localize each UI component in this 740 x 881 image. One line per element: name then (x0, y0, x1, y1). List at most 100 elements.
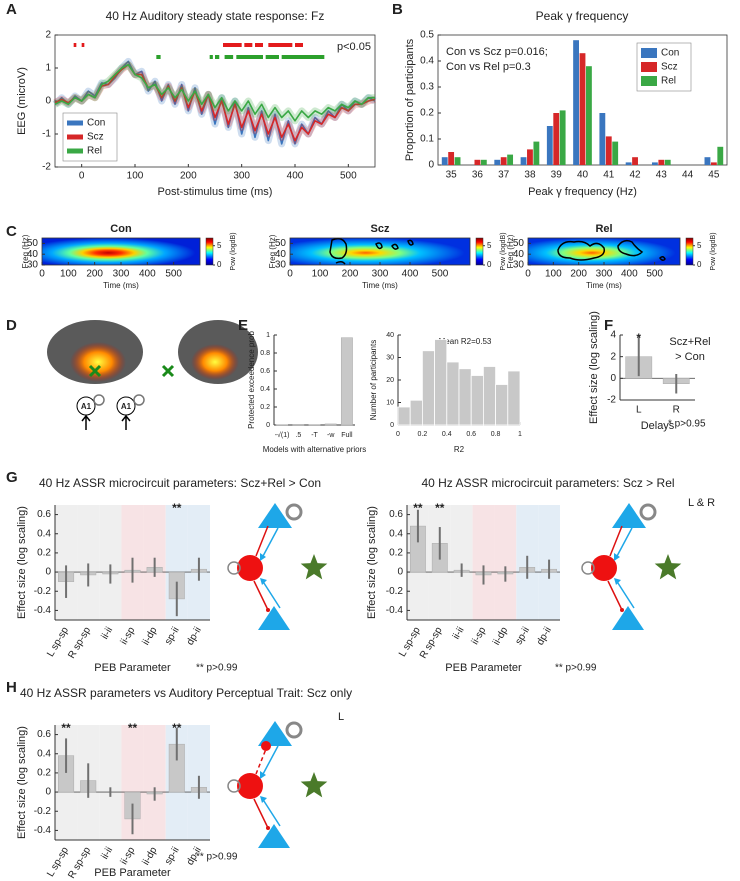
brain-panel: A1 A1 (47, 320, 258, 430)
chart-title: Peak γ frequency (536, 9, 629, 23)
y-tick-label: 0.4 (420, 56, 434, 67)
significance-bar (265, 55, 279, 59)
bar (474, 159, 481, 165)
x-axis-label: PEB Parameter (94, 867, 171, 879)
colorbar-tick-label: 5 (217, 241, 222, 250)
histogram-bar (482, 366, 496, 426)
y-tick-label: 0.6 (37, 729, 51, 740)
connection (609, 525, 623, 557)
y-tick-label: 30 (275, 260, 287, 271)
bar (553, 113, 560, 165)
significance-bar (81, 43, 85, 47)
bar (441, 157, 448, 165)
panel-label: A (6, 1, 17, 18)
x-axis-label: Models with alternative priors (263, 445, 367, 454)
histogram-bar (446, 361, 460, 426)
panel-label: H (6, 679, 17, 696)
x-axis-label: Time (ms) (586, 281, 622, 290)
connection (261, 797, 281, 827)
connection (261, 579, 281, 609)
significance-bar (281, 55, 325, 59)
significance-star: ** (435, 501, 445, 515)
colorbar-tick-label: 0 (217, 260, 222, 269)
x-tick-label: -√(1) (275, 431, 290, 439)
x-tick-label: sp-ii (163, 625, 182, 646)
x-tick-label: L (636, 405, 642, 416)
chart-title: Con (110, 223, 132, 235)
bar (579, 53, 586, 166)
x-tick-label: ii-ii (100, 625, 116, 641)
panel-label: B (392, 1, 403, 18)
x-tick-label: 100 (60, 269, 77, 280)
x-tick-label: ii-sp (119, 625, 138, 647)
self-loop (285, 503, 303, 521)
y-tick-label: 2 (610, 351, 616, 362)
bar (527, 149, 533, 165)
x-axis-label: PEB Parameter (445, 662, 522, 674)
x-tick-label: 500 (165, 269, 182, 280)
significance-note: ** p>0.99 (196, 663, 238, 674)
x-tick-label: 0 (396, 431, 400, 438)
y-axis-label: Freq (Hz) (506, 234, 515, 268)
significance-bar (244, 43, 253, 47)
x-axis-label: Time (ms) (103, 281, 139, 290)
chart-title: Rel (595, 223, 612, 235)
x-tick-label: 43 (656, 170, 668, 181)
bar (448, 152, 455, 165)
x-tick-label: 37 (498, 170, 510, 181)
x-tick-label: 40 (577, 170, 589, 181)
bar (625, 162, 632, 165)
connection (253, 798, 269, 829)
bar (546, 126, 553, 165)
y-tick-label: -0.2 (34, 586, 52, 597)
x-tick-label: ii-ii (451, 625, 467, 641)
y-tick-label: 1 (45, 63, 51, 74)
bar (324, 423, 337, 426)
x-tick-label: 42 (629, 170, 641, 181)
x-tick-label: -T (311, 432, 318, 439)
self-loop (581, 561, 595, 575)
y-tick-label: 30 (513, 260, 525, 271)
panel-label: E (238, 317, 248, 334)
arrowhead (614, 553, 620, 561)
self-loop (285, 721, 303, 739)
legend-label: Scz (87, 132, 104, 143)
activation (191, 344, 239, 380)
pyramidal-cell (258, 503, 292, 528)
significance-note: ** p>0.99 (555, 663, 597, 674)
y-axis-label: Effect size (log scaling) (16, 506, 28, 619)
x-tick-label: 400 (621, 269, 638, 280)
input-arrow (121, 414, 131, 430)
arrowhead (614, 578, 621, 585)
legend-label: Rel (661, 76, 676, 87)
annotation: Scz+Rel (669, 336, 710, 348)
y-axis-label: Protected exceedence prob (247, 331, 256, 429)
y-axis-label: Effect size (log scaling) (588, 311, 600, 424)
x-tick-label: 400 (287, 171, 304, 182)
histogram-bar (434, 339, 448, 426)
chart-title: 40 Hz ASSR parameters vs Auditory Percep… (20, 686, 352, 700)
significance-bar (215, 55, 220, 59)
significance-star: ** (172, 501, 182, 515)
x-tick-label: ii-ii (100, 845, 116, 861)
self-loop (639, 503, 657, 521)
x-tick-label: 500 (432, 269, 449, 280)
x-tick-label: 200 (180, 171, 197, 182)
y-tick-label: 0 (45, 96, 51, 107)
y-tick-label: 0 (45, 787, 51, 798)
legend-label: Scz (661, 62, 678, 73)
x-axis-label: Time (ms) (362, 281, 398, 290)
x-tick-label: ii-sp (119, 845, 138, 867)
x-tick-label: 300 (596, 269, 613, 280)
interneuron (261, 741, 271, 751)
parameter-group-band (99, 725, 122, 840)
x-tick-label: sp-ii (163, 845, 182, 866)
y-axis-label: Freq (Hz) (268, 234, 277, 268)
histogram-bar (397, 406, 411, 426)
connection (261, 745, 279, 777)
significance-bar (268, 43, 293, 47)
x-axis-label: Delays (641, 420, 675, 432)
connection (615, 527, 633, 559)
x-tick-label: 0 (39, 269, 45, 280)
